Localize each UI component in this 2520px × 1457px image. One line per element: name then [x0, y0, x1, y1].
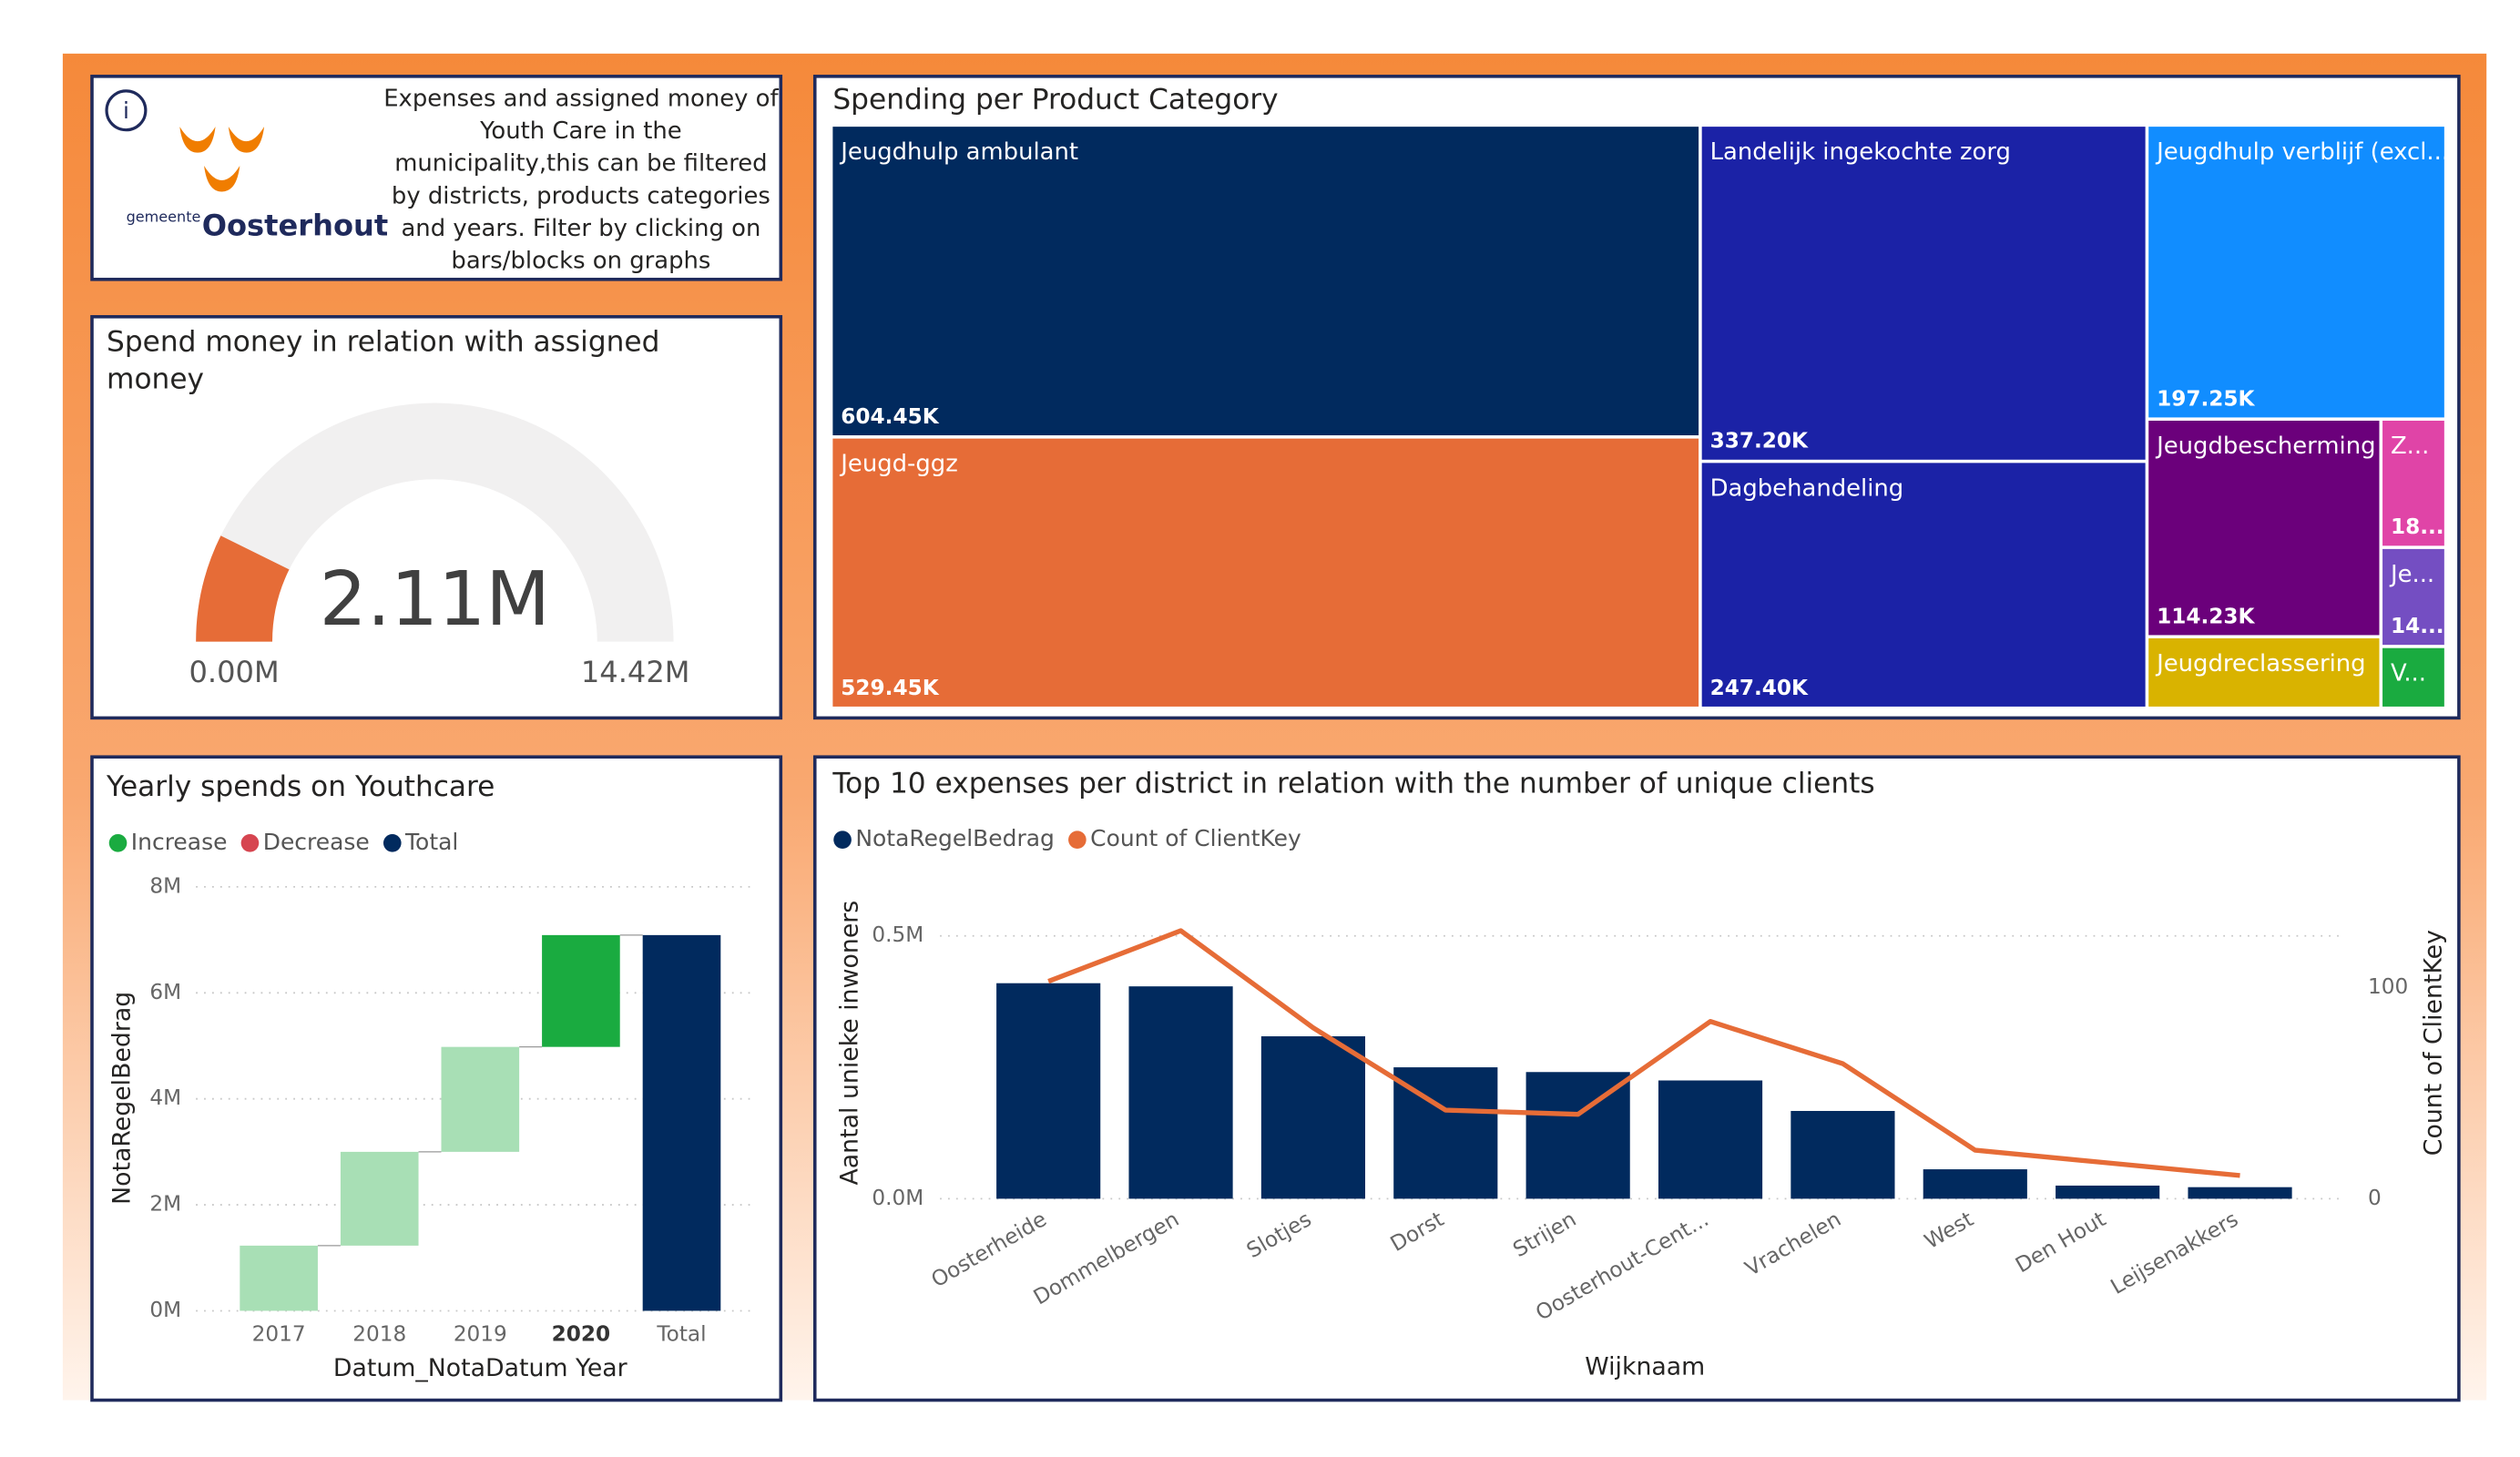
treemap-tile [832, 127, 1699, 436]
y-tick-label: 0.5M [872, 922, 923, 947]
info-panel: i gemeente Oosterhout Expenses and assig… [90, 75, 783, 281]
treemap-tile [2148, 420, 2380, 636]
treemap-tile [2382, 647, 2444, 707]
legend-label: Decrease [263, 829, 370, 855]
y2-tick-label: 0 [2368, 1186, 2382, 1210]
tile-value: 529.45K [841, 676, 939, 700]
y-tick-label: 0M [149, 1298, 181, 1322]
info-line: by districts, products categories [392, 182, 770, 209]
y-tick-label: 0.0M [872, 1186, 923, 1210]
bar [2056, 1185, 2160, 1199]
tile-label: Jeugdbescherming [2155, 433, 2375, 460]
legend-swatch [240, 833, 260, 852]
info-icon [105, 89, 148, 132]
treemap-tile [2382, 420, 2444, 546]
waterfall-bar [642, 934, 721, 1311]
tile-label: Dagbehandeling [1710, 474, 1904, 502]
tile-value: 18... [2391, 515, 2444, 539]
tile-label: Jeugdhulp ambulant [839, 138, 1078, 166]
y-tick-label: 6M [149, 980, 181, 1004]
tile-value: 247.40K [1710, 676, 1809, 700]
tile-label: Landelijk ingekochte zorg [1710, 138, 2011, 166]
x-tick-label: 2019 [454, 1322, 507, 1347]
tile-label: Je... [2389, 561, 2434, 588]
bar [2188, 1187, 2292, 1199]
y-tick-label: 4M [149, 1085, 181, 1110]
info-line: and years. Filter by clicking on [401, 215, 760, 242]
tile-label: Jeugdreclassering [2155, 650, 2365, 678]
tile-value: 604.45K [841, 404, 939, 429]
tile-label: Jeugd-ggz [839, 451, 958, 478]
legend-swatch [833, 830, 852, 849]
info-line: Expenses and assigned money of [383, 85, 779, 112]
chart-title: Spending per Product Category [832, 84, 1278, 117]
x-axis-label: Wijknaam [1585, 1352, 1705, 1381]
legend-swatch [383, 833, 402, 852]
chart-title: money [107, 362, 204, 395]
info-icon-text: i [123, 97, 129, 124]
gauge-value-label: 2.11M [320, 556, 550, 643]
chart-title: Yearly spends on Youthcare [106, 770, 495, 803]
y2-tick-label: 100 [2368, 974, 2408, 999]
tile-label: Z... [2391, 433, 2429, 460]
tile-value: 337.20K [1710, 429, 1809, 453]
tile-label: Jeugdhulp verblijf (excl... [2155, 138, 2449, 166]
bar [1791, 1110, 1895, 1199]
gauge-value [196, 535, 290, 642]
bar [1923, 1169, 2027, 1199]
waterfall-bar [542, 934, 620, 1047]
waterfall-bar [340, 1151, 419, 1246]
legend-swatch [108, 833, 128, 852]
y-axis-label: NotaRegelBedrag [107, 992, 136, 1205]
x-tick-label: 2017 [252, 1322, 306, 1347]
x-tick-label: 2020 [552, 1322, 610, 1347]
logo-mark [179, 127, 265, 192]
legend-label: Increase [131, 829, 228, 855]
x-tick-label: 2018 [352, 1322, 406, 1347]
bar [1658, 1080, 1763, 1199]
treemap-tile [2382, 548, 2444, 646]
gauge-min-label: 0.00M [189, 655, 280, 689]
gauge-max-label: 14.42M [581, 655, 690, 689]
legend-label: Total [404, 829, 458, 855]
treemap-tile [1701, 463, 2146, 707]
y-axis-label: Aantal unieke inwoners [836, 901, 864, 1186]
tile-label: V... [2391, 660, 2426, 688]
info-line: Youth Care in the [479, 117, 682, 145]
chart-title: Spend money in relation with assigned [107, 325, 659, 358]
tile-value: 197.25K [2157, 386, 2255, 411]
y2-axis-label: Count of ClientKey [2420, 930, 2448, 1156]
treemap-tile [832, 438, 1699, 707]
bar [996, 983, 1101, 1199]
panel [90, 315, 783, 720]
legend-label: Count of ClientKey [1090, 825, 1301, 851]
x-axis-label: Datum_NotaDatum Year [333, 1354, 627, 1382]
tile-value: 114.23K [2157, 604, 2255, 628]
y-tick-label: 8M [149, 873, 181, 898]
legend-label: NotaRegelBedrag [855, 825, 1055, 851]
legend-swatch [1068, 830, 1087, 849]
treemap-tile [2148, 638, 2380, 707]
gauge-track [196, 402, 674, 642]
waterfall-bar [240, 1245, 318, 1311]
line [1047, 928, 2240, 1178]
bar [1128, 986, 1233, 1199]
logo-small: gemeente [127, 209, 201, 226]
y-tick-label: 2M [149, 1192, 181, 1217]
info-line: municipality,this can be filtered [394, 150, 767, 178]
x-tick-label: Total [656, 1322, 706, 1347]
treemap-tile [2148, 127, 2444, 418]
info-line: bars/blocks on graphs [451, 248, 710, 275]
bar [1525, 1072, 1630, 1199]
tile-value: 14... [2391, 614, 2444, 638]
info-text: Expenses and assigned money of Youth Care… [383, 85, 779, 274]
treemap-tile [1701, 127, 2146, 460]
bar [1260, 1036, 1365, 1199]
chart-title: Top 10 expenses per district in relation… [831, 768, 1874, 800]
logo-name: Oosterhout [202, 209, 388, 243]
waterfall-bar [441, 1046, 520, 1152]
